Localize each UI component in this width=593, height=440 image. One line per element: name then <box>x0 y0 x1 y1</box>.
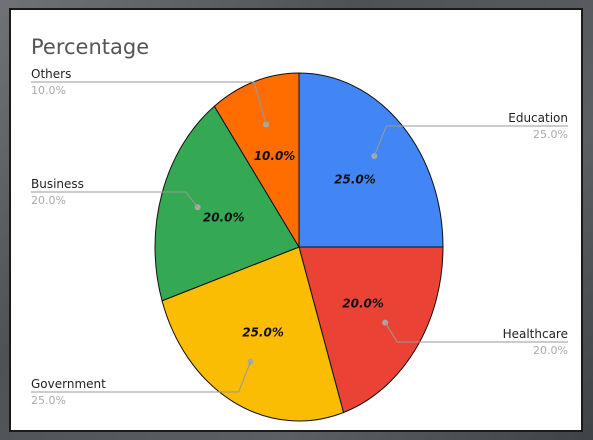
pie-slice-healthcare <box>298 246 444 414</box>
slice-value-label: 25.0% <box>242 325 284 339</box>
legend-label-business: Business <box>31 177 84 191</box>
leader-dot <box>263 121 270 128</box>
leader-line <box>31 191 199 208</box>
legend-label-healthcare: Healthcare <box>503 327 568 341</box>
legend-percent-government: 25.0% <box>31 394 66 407</box>
pie-chart: Percentage 25.0% 20.0% 25.0% 20.0% 10.0% Edu… <box>31 35 568 422</box>
pie-slice-others <box>213 72 300 249</box>
legend-label-government: Government <box>31 377 106 391</box>
leader-line <box>31 361 252 393</box>
leader-line <box>31 81 267 125</box>
legend-percent-education: 25.0% <box>533 128 568 141</box>
slice-value-label: 20.0% <box>203 210 245 224</box>
slice-value-label: 10.0% <box>254 149 296 163</box>
legend-percent-others: 10.0% <box>31 84 66 97</box>
legend-label-education: Education <box>508 111 568 125</box>
leader-line <box>384 322 568 343</box>
slice-value-label: 25.0% <box>334 172 376 186</box>
leader-line <box>373 125 568 157</box>
slice-value-label: 20.0% <box>342 296 384 310</box>
pie-slice-education <box>298 72 444 248</box>
chart-title: Percentage <box>31 35 149 59</box>
legend-label-others: Others <box>31 67 71 81</box>
chart-frame: Percentage 25.0% 20.0% 25.0% 20.0% 10.0% Edu… <box>9 8 583 432</box>
legend-percent-healthcare: 20.0% <box>533 344 568 357</box>
legend-percent-business: 20.0% <box>31 194 66 207</box>
pie-slice-business <box>154 105 300 302</box>
pie-slice-government <box>161 246 345 422</box>
